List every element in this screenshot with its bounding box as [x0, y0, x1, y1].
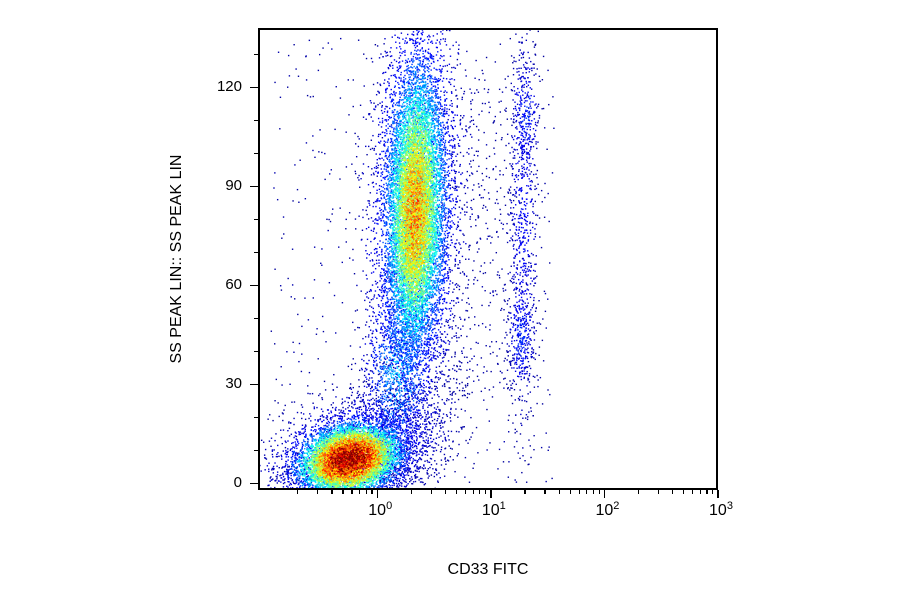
x-minor-tick: [544, 490, 546, 494]
y-major-tick: [250, 284, 258, 287]
x-minor-tick: [683, 490, 685, 494]
x-minor-tick: [485, 490, 487, 494]
y-tick-label: 90: [225, 177, 242, 195]
x-minor-tick: [592, 490, 594, 494]
x-axis-title: CD33 FITC: [447, 561, 529, 578]
x-tick-label: 103: [709, 500, 733, 520]
x-minor-tick: [598, 490, 600, 494]
x-minor-tick: [586, 490, 588, 494]
x-minor-tick: [351, 490, 353, 494]
y-tick-label: 30: [225, 375, 242, 393]
x-minor-tick: [658, 490, 660, 494]
x-minor-tick: [371, 490, 373, 494]
x-minor-tick: [331, 490, 333, 494]
y-tick-label: 60: [225, 276, 242, 294]
x-minor-tick: [672, 490, 674, 494]
x-major-tick: [717, 490, 719, 498]
y-minor-tick: [254, 350, 258, 352]
x-minor-tick: [706, 490, 708, 494]
x-minor-tick: [456, 490, 458, 494]
y-minor-tick: [254, 119, 258, 121]
x-major-tick: [603, 490, 606, 498]
x-minor-tick: [317, 490, 319, 494]
x-minor-tick: [558, 490, 560, 494]
x-minor-tick: [524, 490, 526, 494]
x-minor-tick: [638, 490, 640, 494]
x-minor-tick: [430, 490, 433, 494]
y-tick-label: 0: [233, 474, 242, 492]
x-minor-tick: [712, 490, 714, 494]
y-minor-tick: [254, 449, 258, 451]
x-minor-tick: [410, 490, 413, 494]
y-minor-tick: [254, 251, 258, 253]
scatter-canvas: [258, 28, 718, 490]
x-minor-tick: [297, 490, 299, 494]
y-major-tick: [250, 86, 258, 89]
y-major-tick: [250, 185, 258, 188]
y-minor-tick: [254, 317, 258, 319]
x-minor-tick: [569, 490, 571, 494]
x-minor-tick: [472, 490, 474, 494]
x-tick-label: 100: [368, 500, 393, 520]
x-minor-tick: [342, 490, 344, 494]
x-minor-tick: [479, 490, 481, 494]
x-minor-tick: [365, 490, 367, 494]
x-minor-tick: [359, 490, 361, 494]
x-tick-label: 102: [595, 500, 620, 520]
y-tick-label: 120: [216, 78, 242, 96]
x-major-tick: [490, 490, 492, 498]
y-minor-tick: [254, 218, 258, 220]
x-minor-tick: [465, 490, 467, 494]
x-minor-tick: [699, 490, 701, 494]
y-axis-title: SS PEAK LIN:: SS PEAK LIN: [168, 154, 185, 364]
x-tick-label: 101: [481, 500, 506, 520]
x-major-tick: [376, 490, 378, 498]
y-minor-tick: [254, 152, 258, 154]
x-minor-tick: [445, 490, 447, 494]
x-minor-tick: [578, 490, 580, 494]
y-minor-tick: [254, 416, 258, 418]
y-major-tick: [250, 482, 258, 485]
y-major-tick: [250, 383, 258, 386]
y-minor-tick: [254, 53, 258, 55]
x-minor-tick: [692, 490, 694, 494]
